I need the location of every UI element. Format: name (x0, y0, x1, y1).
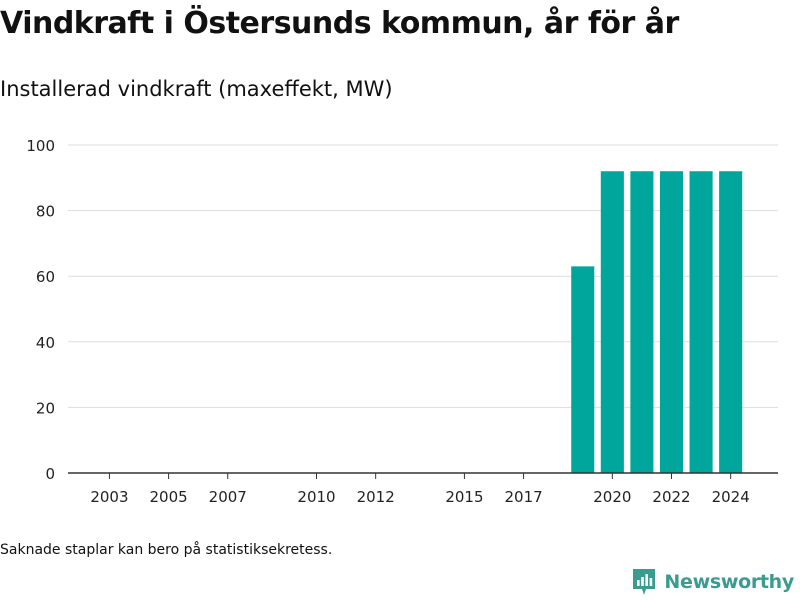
newsworthy-logo-icon (633, 569, 656, 595)
x-tick-label: 2003 (90, 488, 128, 506)
y-tick-label: 0 (45, 465, 55, 483)
y-tick-label: 80 (36, 203, 55, 221)
y-tick-label: 40 (36, 334, 55, 352)
bar (630, 171, 654, 474)
bar (600, 171, 624, 474)
y-tick-label: 60 (36, 268, 55, 286)
bar (689, 171, 713, 474)
x-axis-ticks: 2003 2005 2007 2010 2012 2015 2017 2020 2022 2024 (90, 473, 750, 506)
bar (719, 171, 743, 474)
page-title: Vindkraft i Östersunds kommun, år för år (0, 6, 679, 41)
footnote: Saknade staplar kan bero på statistiksek… (0, 542, 333, 558)
x-tick-label: 2024 (712, 488, 750, 506)
bar-chart: 0 20 40 60 80 100 2003 2005 2007 2010 2012 2015 201… (26, 137, 778, 506)
x-tick-label: 2015 (445, 488, 483, 506)
x-tick-label: 2010 (297, 488, 335, 506)
brand-logo: Newsworthy (632, 568, 794, 596)
y-axis-ticks: 0 20 40 60 80 100 (26, 137, 55, 483)
x-tick-label: 2022 (652, 488, 690, 506)
gridlines (68, 144, 778, 408)
bar (659, 171, 684, 474)
bars (571, 171, 743, 474)
chart-subtitle: Installerad vindkraft (maxeffekt, MW) (0, 77, 393, 101)
x-tick-label: 2007 (209, 488, 247, 506)
bar (571, 266, 595, 473)
y-tick-label: 20 (36, 399, 55, 417)
brand-name: Newsworthy (664, 571, 794, 593)
x-tick-label: 2017 (504, 488, 542, 506)
x-tick-label: 2020 (593, 488, 631, 506)
x-tick-label: 2005 (149, 488, 187, 506)
x-tick-label: 2012 (357, 488, 395, 506)
y-tick-label: 100 (26, 137, 55, 155)
